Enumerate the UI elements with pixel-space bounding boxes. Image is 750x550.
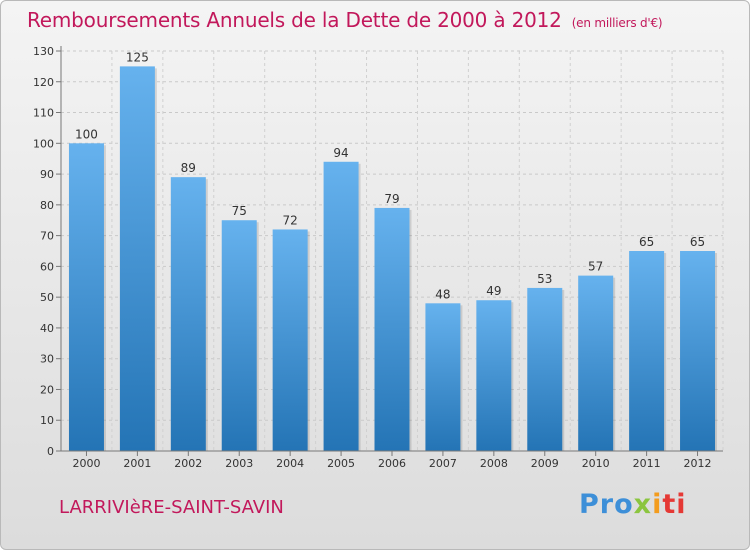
x-tick-label: 2008: [480, 457, 508, 470]
logo-part-1: Pro: [579, 489, 634, 520]
y-tick-label: 10: [40, 414, 54, 427]
labels: 0 10 20 30 40 50 60 70 80 90 100 110 120 130 100 2000 12…: [33, 45, 712, 470]
bar: [425, 303, 461, 451]
bars: [68, 66, 718, 452]
y-tick-label: 100: [33, 137, 54, 150]
bar-value-label: 57: [588, 260, 603, 274]
x-tick-label: 2012: [684, 457, 712, 470]
chart-title-text: Remboursements Annuels de la Dette de 20…: [27, 8, 562, 32]
x-tick-label: 2003: [225, 457, 253, 470]
bar: [476, 300, 512, 451]
bar-value-label: 65: [690, 235, 705, 249]
bar-value-label: 65: [639, 235, 654, 249]
x-tick-label: 2001: [123, 457, 151, 470]
bar: [221, 220, 257, 451]
x-tick-label: 2010: [582, 457, 610, 470]
bar: [323, 161, 359, 451]
y-tick-label: 40: [40, 322, 54, 335]
bar-value-label: 48: [435, 287, 450, 301]
bar-value-label: 72: [283, 213, 298, 227]
x-tick-label: 2006: [378, 457, 406, 470]
x-tick-label: 2005: [327, 457, 355, 470]
y-tick-label: 30: [40, 353, 54, 366]
bar-value-label: 89: [181, 161, 196, 175]
bar-value-label: 75: [232, 204, 247, 218]
bar: [170, 177, 206, 451]
bar: [680, 251, 716, 451]
commune-name: LARRIVIèRE-SAINT-SAVIN: [59, 497, 284, 518]
bar-value-label: 100: [75, 127, 98, 141]
y-tick-label: 0: [47, 445, 54, 458]
logo-part-4: ti: [662, 489, 687, 520]
logo-part-3: i: [652, 489, 663, 520]
y-tick-label: 120: [33, 76, 54, 89]
x-tick-label: 2011: [633, 457, 661, 470]
y-tick-label: 110: [33, 107, 54, 120]
bar: [68, 143, 104, 452]
y-tick-label: 20: [40, 383, 54, 396]
bar: [578, 275, 614, 451]
bar-value-label: 79: [384, 192, 399, 206]
bar-value-label: 53: [537, 272, 552, 286]
x-tick-label: 2009: [531, 457, 559, 470]
bar: [629, 251, 665, 451]
proxiti-logo: Proxiti: [579, 489, 687, 520]
y-tick-label: 70: [40, 230, 54, 243]
logo-part-2: x: [633, 489, 653, 520]
y-tick-label: 80: [40, 199, 54, 212]
y-tick-label: 90: [40, 168, 54, 181]
x-tick-label: 2002: [174, 457, 202, 470]
y-tick-label: 60: [40, 260, 54, 273]
axes: [56, 46, 723, 456]
bar: [272, 229, 308, 451]
x-tick-label: 2007: [429, 457, 457, 470]
bar-value-label: 49: [486, 284, 501, 298]
y-tick-label: 130: [33, 45, 54, 58]
y-tick-label: 50: [40, 291, 54, 304]
x-tick-label: 2000: [72, 457, 100, 470]
chart-title: Remboursements Annuels de la Dette de 20…: [27, 8, 663, 32]
bar-value-label: 125: [126, 50, 149, 64]
bar: [374, 207, 410, 451]
bar: [527, 287, 563, 451]
chart-unit: (en milliers d'€): [571, 16, 663, 30]
bar-value-label: 94: [333, 146, 348, 160]
x-tick-label: 2004: [276, 457, 304, 470]
bar: [119, 66, 155, 451]
